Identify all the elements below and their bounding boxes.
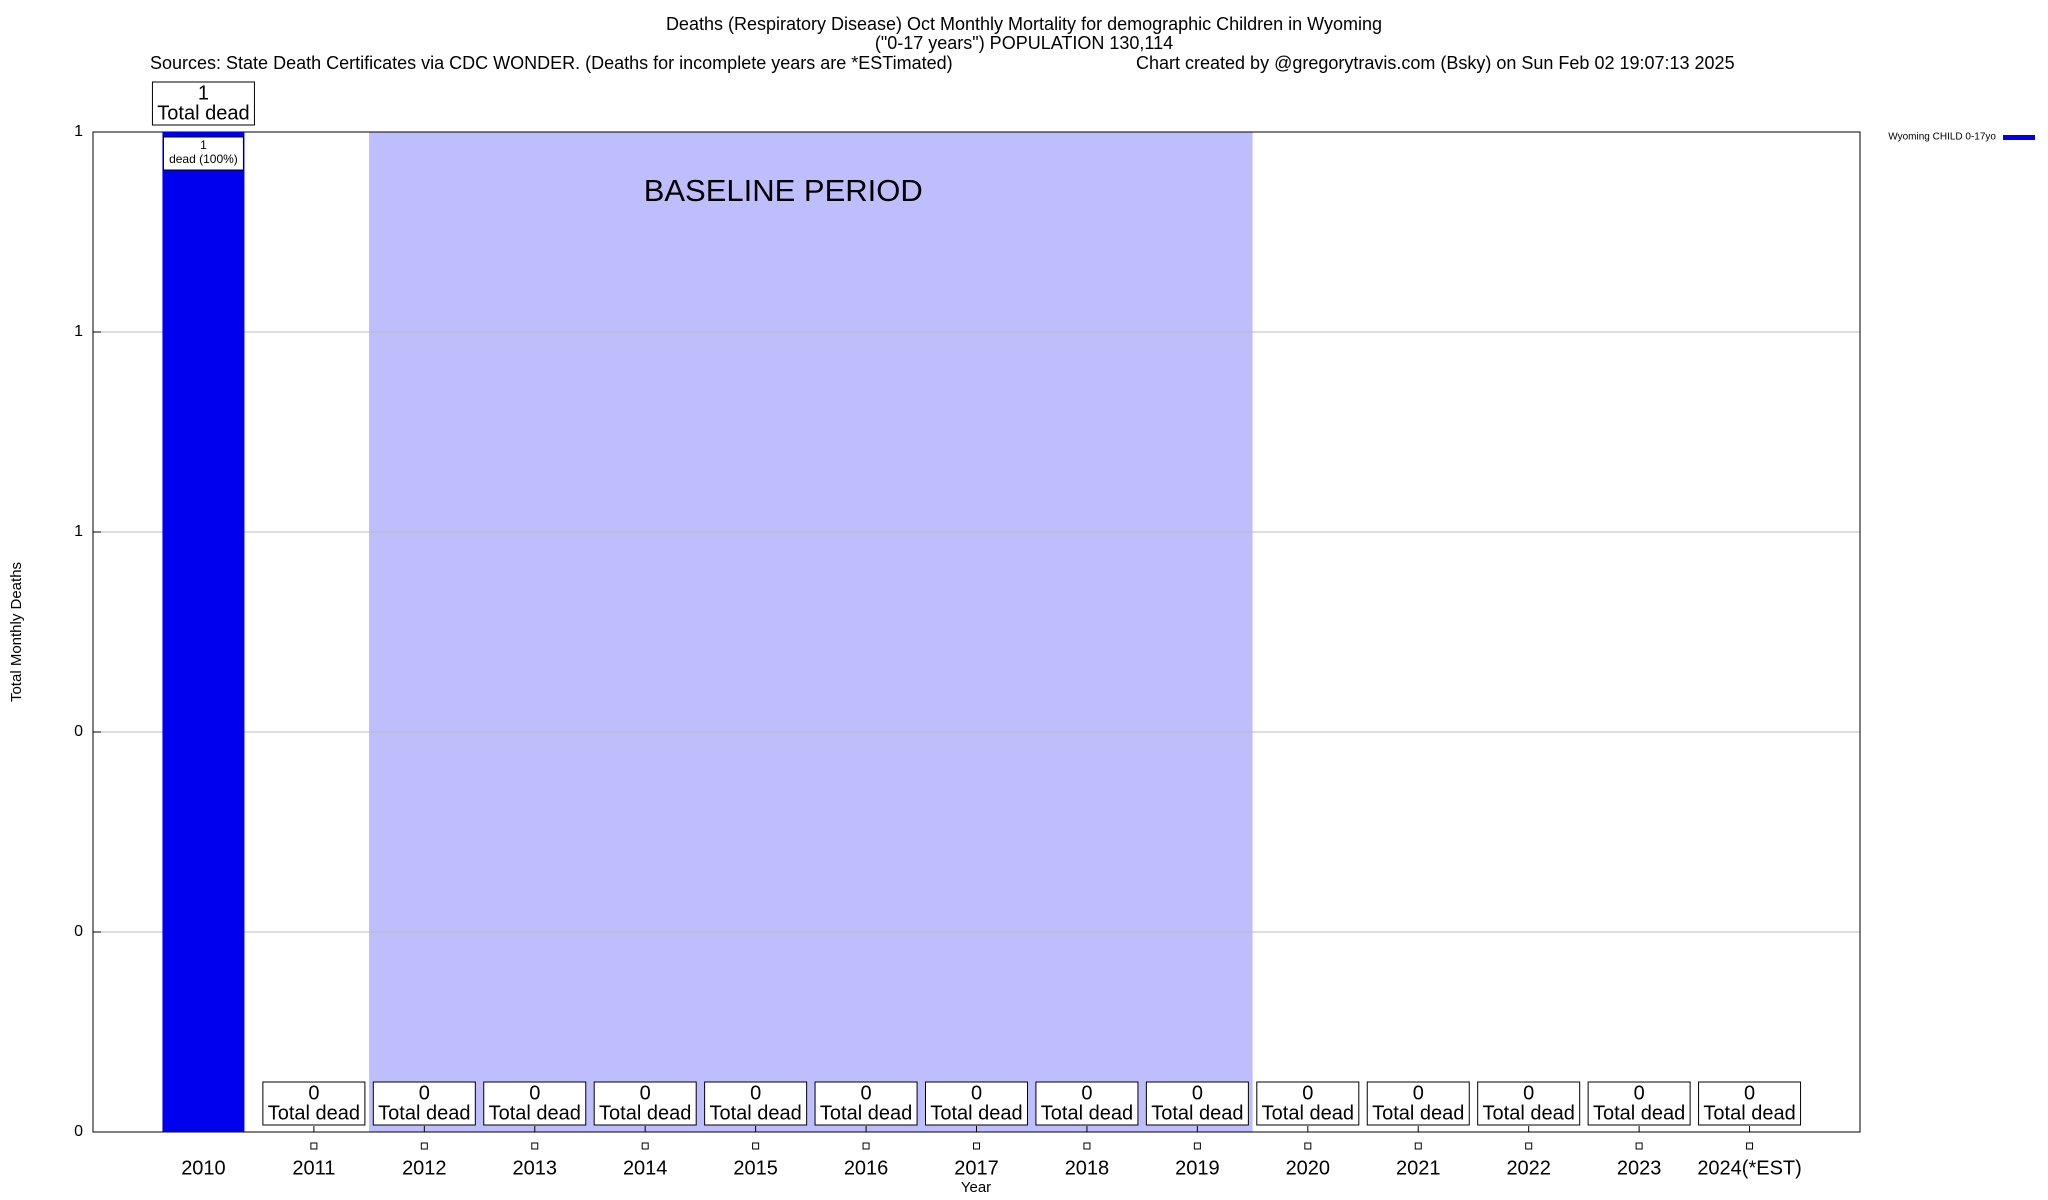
value-label-box [262, 1081, 366, 1126]
total-label: Total dead [709, 1102, 801, 1124]
value-label-box [704, 1081, 808, 1126]
value-label: 0 [640, 1082, 651, 1104]
y-tick-label: 0 [74, 723, 83, 740]
y-tick-label: 1 [74, 323, 83, 340]
zero-marker [862, 1142, 870, 1150]
value-label-box [1587, 1081, 1691, 1126]
legend-swatch [2003, 135, 2035, 140]
x-tick-label: 2014 [623, 1157, 668, 1179]
total-label: Total dead [1483, 1102, 1575, 1124]
zero-marker [310, 1142, 318, 1150]
inner-label: 1 [200, 138, 207, 152]
value-label-box [1145, 1081, 1249, 1126]
value-label: 0 [1523, 1082, 1534, 1104]
value-label: 0 [1302, 1082, 1313, 1104]
zero-marker [1083, 1142, 1091, 1150]
x-tick-label: 2024(*EST) [1697, 1157, 1802, 1179]
value-label: 0 [1192, 1082, 1203, 1104]
zero-marker [1525, 1142, 1533, 1150]
value-label-box [1477, 1081, 1581, 1126]
x-tick-label: 2013 [513, 1157, 558, 1179]
total-label: Total dead [1041, 1102, 1133, 1124]
x-tick-label: 2010 [181, 1157, 226, 1179]
zero-marker [973, 1142, 980, 1150]
x-tick-label: 2018 [1065, 1157, 1110, 1179]
chart-subtitle: ("0-17 years") POPULATION 130,114 [875, 33, 1173, 53]
total-label: Total dead [489, 1102, 581, 1124]
x-tick-label: 2023 [1617, 1157, 1662, 1179]
value-label: 0 [1413, 1082, 1424, 1104]
value-label-box [1698, 1081, 1802, 1126]
value-label: 0 [529, 1082, 540, 1104]
value-label-box [814, 1081, 918, 1126]
total-label: Total dead [1703, 1102, 1795, 1124]
value-label: 0 [861, 1082, 872, 1104]
total-label: Total dead [1372, 1102, 1464, 1124]
x-tick-label: 2022 [1506, 1157, 1551, 1179]
zero-marker [420, 1142, 428, 1150]
zero-marker [641, 1142, 649, 1150]
x-tick-label: 2020 [1286, 1157, 1331, 1179]
source-note: Sources: State Death Certificates via CD… [150, 53, 953, 73]
value-label: 0 [1081, 1082, 1092, 1104]
zero-marker [1193, 1142, 1201, 1150]
x-tick-label: 2019 [1175, 1157, 1220, 1179]
value-label: 0 [1744, 1082, 1755, 1104]
y-tick-label: 0 [74, 1123, 83, 1140]
total-label: Total dead [599, 1102, 691, 1124]
total-label: Total dead [1151, 1102, 1243, 1124]
value-label-box [1256, 1081, 1360, 1126]
x-tick-label: 2017 [954, 1157, 999, 1179]
y-tick-label: 1 [74, 523, 83, 540]
credit-note: Chart created by @gregorytravis.com (Bsk… [1136, 53, 1735, 73]
value-label-box [925, 1081, 1028, 1126]
zero-marker [1746, 1142, 1754, 1150]
value-label: 0 [971, 1082, 982, 1104]
x-tick-label: 2012 [402, 1157, 447, 1179]
value-label-box [593, 1081, 697, 1126]
y-axis-label: Total Monthly Deaths [8, 562, 25, 702]
x-axis-label: Year [961, 1179, 991, 1196]
inner-label: dead (100%) [169, 152, 238, 166]
value-label-box [1035, 1081, 1139, 1126]
baseline-label: BASELINE PERIOD [644, 173, 923, 208]
x-tick-label: 2016 [844, 1157, 889, 1179]
total-label: Total dead [820, 1102, 912, 1124]
zero-marker [531, 1142, 539, 1150]
value-label: 0 [750, 1082, 761, 1104]
value-label: 0 [308, 1082, 319, 1104]
zero-marker [1304, 1142, 1312, 1150]
value-label-box [483, 1081, 587, 1126]
inner-label-box [162, 136, 244, 171]
chart-title: Deaths (Respiratory Disease) Oct Monthly… [666, 14, 1382, 34]
total-label: Total dead [930, 1102, 1022, 1124]
zero-marker [1414, 1142, 1422, 1150]
bar [162, 132, 245, 1132]
value-label: 1 [198, 82, 209, 104]
value-label-box [151, 81, 255, 126]
value-label-box [372, 1081, 476, 1126]
total-label: Total dead [268, 1102, 360, 1124]
zero-marker [752, 1142, 760, 1150]
value-label: 0 [1634, 1082, 1645, 1104]
y-tick-label: 1 [74, 123, 83, 140]
baseline-region [369, 132, 1253, 1132]
x-tick-label: 2011 [292, 1157, 335, 1179]
value-label: 0 [419, 1082, 430, 1104]
value-label-box [1366, 1081, 1470, 1126]
total-label: Total dead [157, 102, 249, 124]
total-label: Total dead [1593, 1102, 1685, 1124]
total-label: Total dead [378, 1102, 470, 1124]
y-tick-label: 0 [74, 923, 83, 940]
total-label: Total dead [1262, 1102, 1354, 1124]
x-tick-label: 2015 [733, 1157, 778, 1179]
legend-label: Wyoming CHILD 0-17yo [1888, 132, 1996, 143]
x-tick-label: 2021 [1396, 1157, 1441, 1179]
zero-marker [1635, 1142, 1643, 1150]
